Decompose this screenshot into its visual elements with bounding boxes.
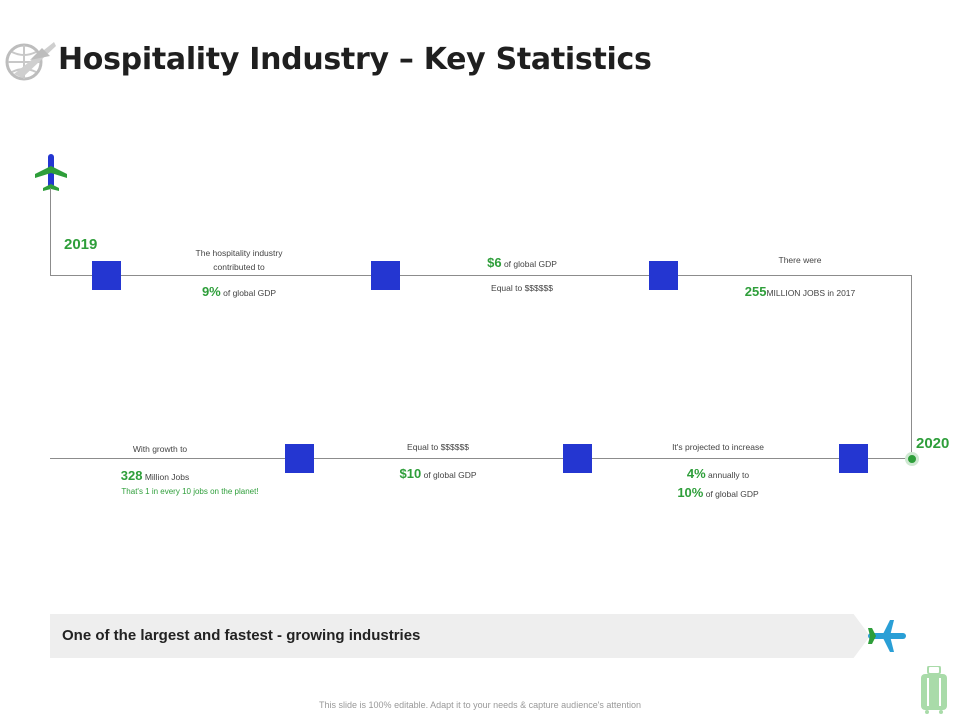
banner-background <box>50 614 870 658</box>
stat-block: 4% annually to <box>643 466 793 481</box>
timeline-line-bottom <box>50 458 912 459</box>
timeline-marker <box>563 444 592 473</box>
stat-unit: of global GDP <box>503 259 557 269</box>
stat-caption: Equal to $$$$$$ <box>491 283 553 293</box>
stat-block: 255MILLION JOBS in 2017 <box>720 284 880 299</box>
stat-value: $10 <box>399 466 422 481</box>
stat-block: 9% of global GDP <box>169 284 309 299</box>
stat-caption: It's projected to increase <box>672 442 764 452</box>
airplane-icon <box>866 618 908 654</box>
stat-note: That's 1 in every 10 jobs on the planet! <box>121 487 259 496</box>
stat-block: $10 of global GDP <box>368 466 508 481</box>
stat-caption: There were <box>778 255 822 265</box>
timeline-marker <box>649 261 678 290</box>
timeline-marker <box>92 261 121 290</box>
stat-block: $6 of global GDP <box>452 255 592 270</box>
stat-value: 4% <box>686 466 706 481</box>
stat-value: 9% <box>201 284 221 299</box>
stat-unit: MILLION JOBS in 2017 <box>766 288 856 298</box>
timeline-marker <box>839 444 868 473</box>
year-end: 2020 <box>916 435 950 452</box>
timeline-marker <box>371 261 400 290</box>
timeline-connector-vertical-end <box>911 275 912 459</box>
stat-caption: The hospitality industry contributed to <box>195 248 283 272</box>
timeline-marker <box>285 444 314 473</box>
stat-block: 10% of global GDP <box>643 485 793 500</box>
stat-caption: Equal to $$$$$$ <box>407 442 469 452</box>
stat-unit: of global GDP <box>223 288 277 298</box>
stat-value: 255 <box>744 284 767 299</box>
stat-block: 328 Million Jobs <box>70 468 240 483</box>
timeline-line-top <box>50 275 912 276</box>
stat-unit: of global GDP <box>705 489 759 499</box>
year-start: 2019 <box>64 236 98 253</box>
stat-unit: Million Jobs <box>144 472 190 482</box>
stat-value: 10% <box>677 485 704 500</box>
stat-value: 328 <box>120 468 143 483</box>
stat-value: $6 <box>487 255 502 270</box>
luggage-icon <box>918 665 950 714</box>
timeline-end-dot <box>905 452 919 466</box>
globe-plane-icon <box>0 34 58 84</box>
timeline-connector-vertical-start <box>50 188 51 276</box>
footer-note: This slide is 100% editable. Adapt it to… <box>319 700 641 710</box>
stat-unit: of global GDP <box>423 470 477 480</box>
page-title: Hospitality Industry – Key Statistics <box>58 42 652 77</box>
airplane-icon <box>33 154 69 192</box>
banner-text: One of the largest and fastest - growing… <box>62 627 421 644</box>
stat-caption: With growth to <box>132 444 188 454</box>
stat-unit: annually to <box>708 470 750 480</box>
